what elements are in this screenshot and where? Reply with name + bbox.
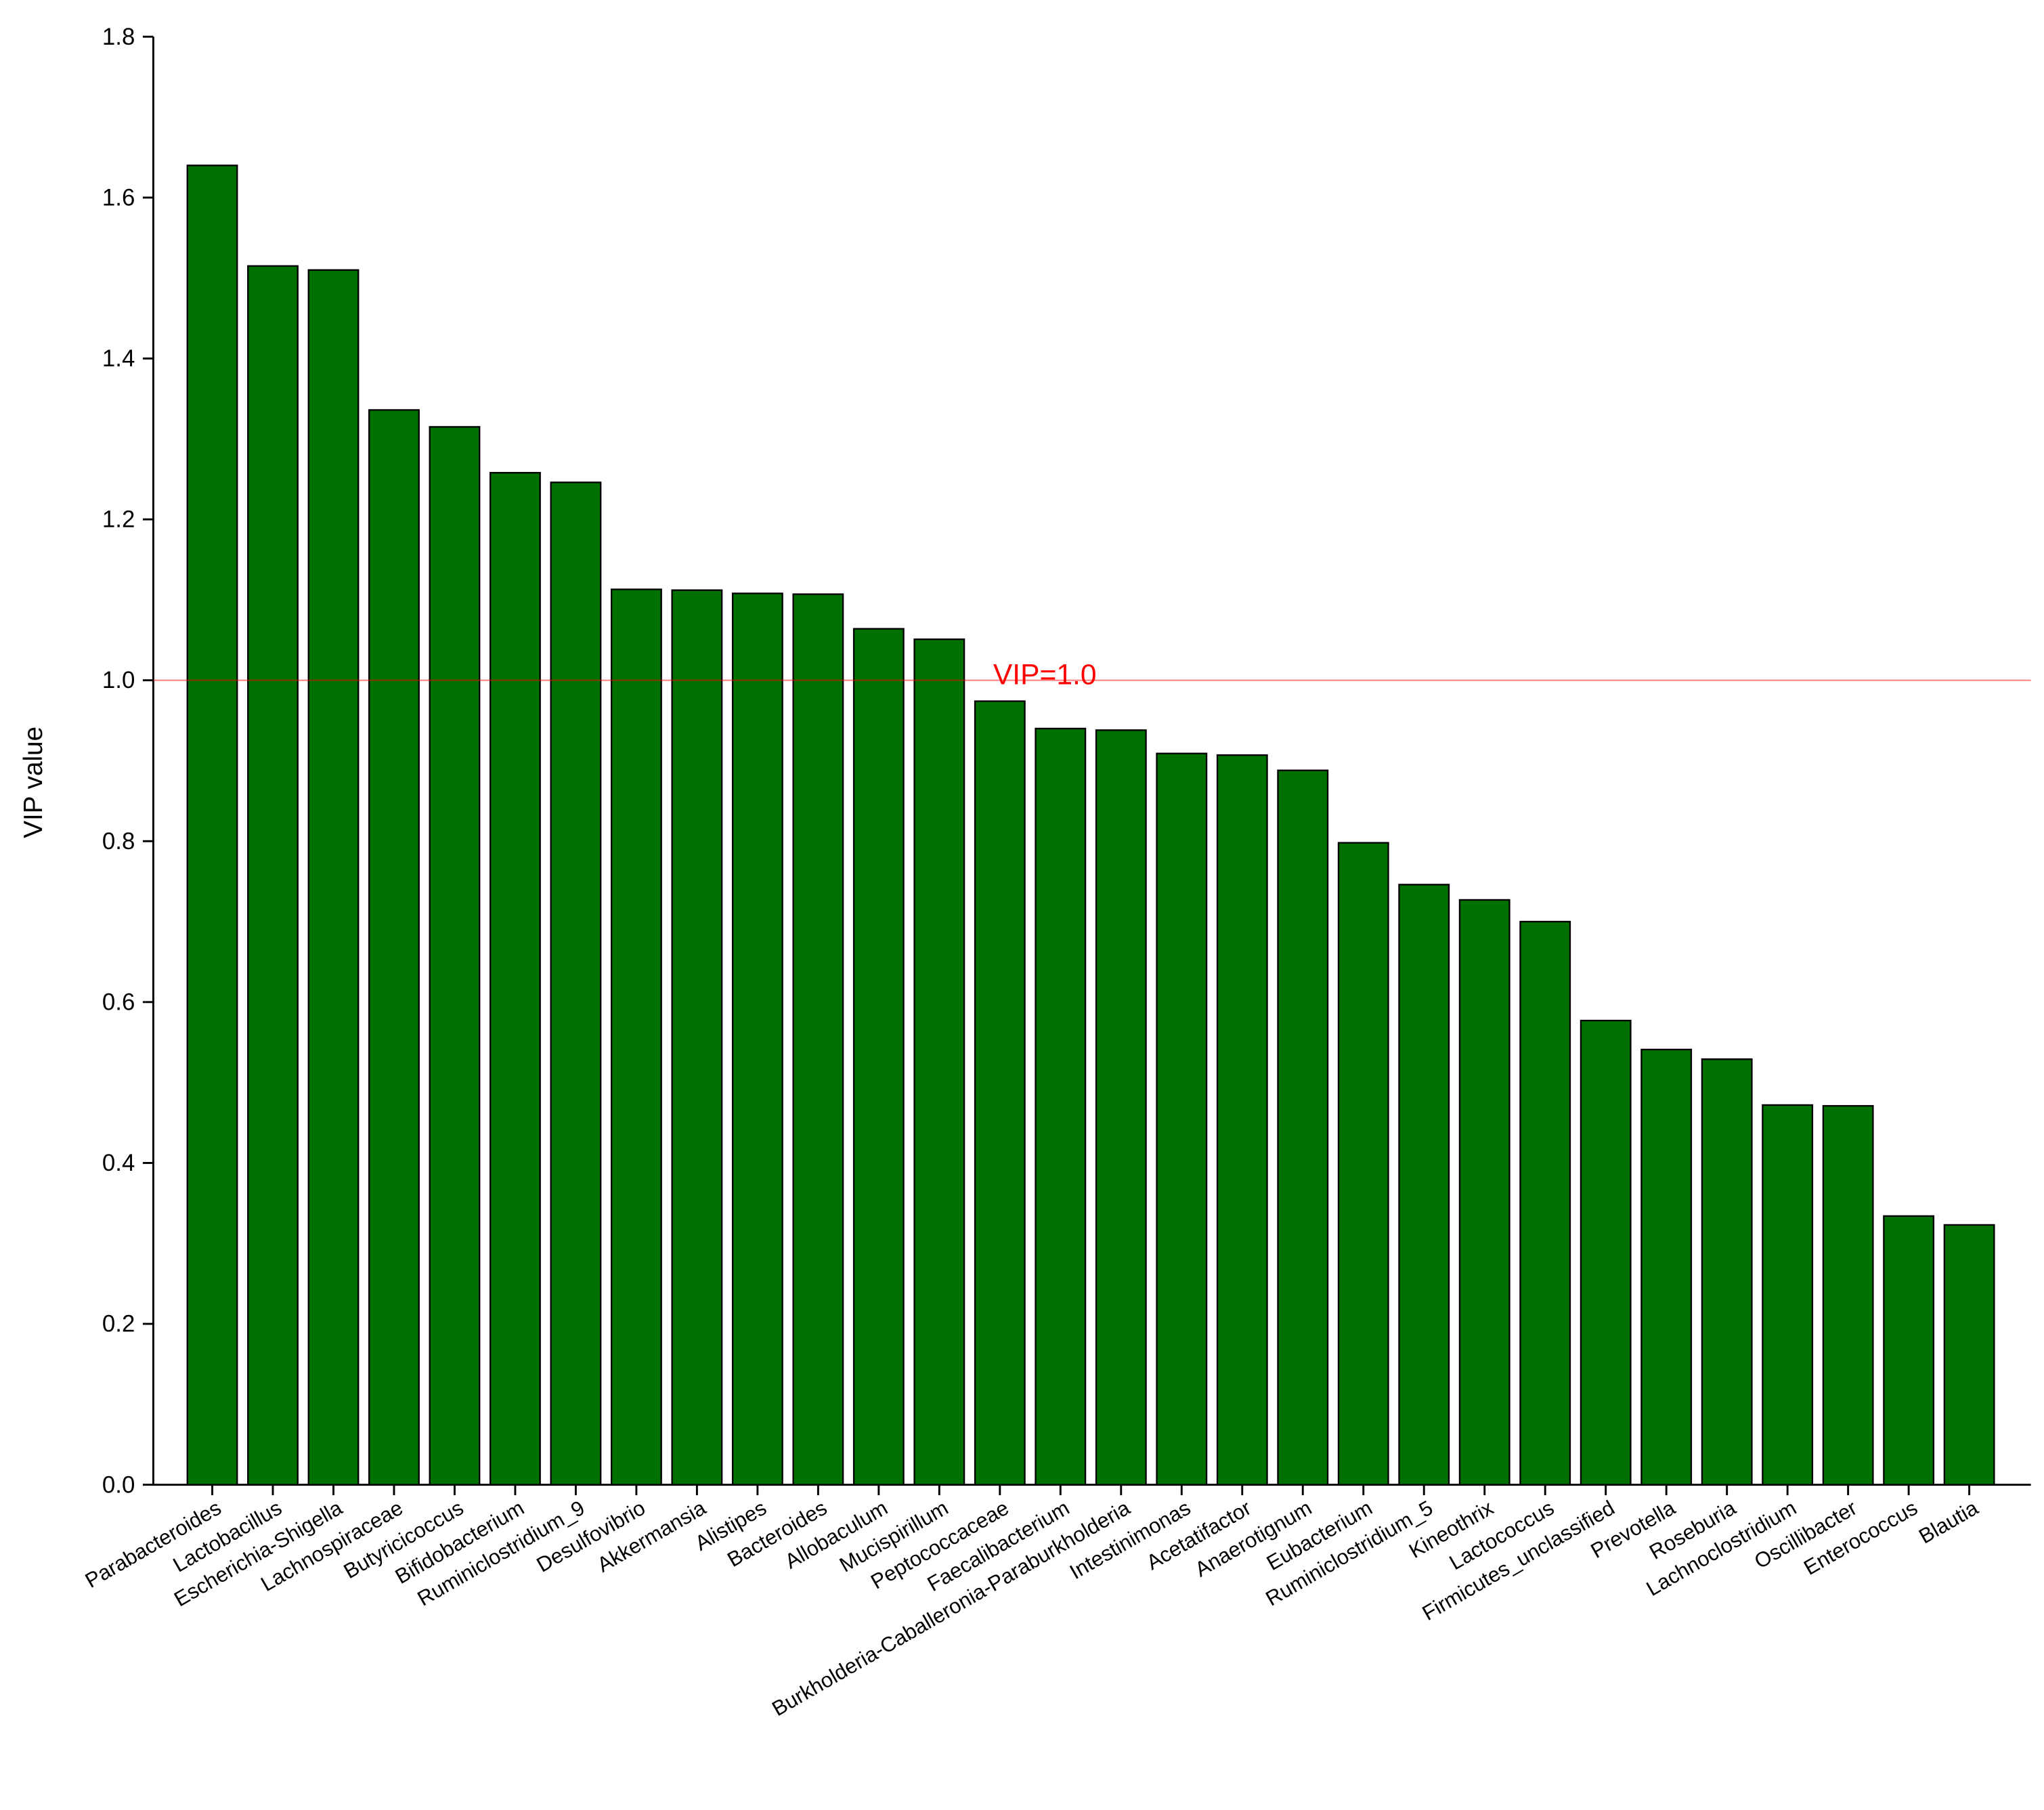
y-tick-label: 0.4 — [102, 1150, 135, 1176]
bar — [1580, 1020, 1632, 1486]
y-tick-label: 0.6 — [102, 989, 135, 1015]
y-tick-label: 1.8 — [102, 24, 135, 50]
bar — [186, 165, 238, 1486]
bar — [1822, 1104, 1874, 1486]
bar — [1640, 1048, 1693, 1486]
bar — [490, 471, 541, 1486]
bar — [1216, 754, 1268, 1486]
reference-label: VIP=1.0 — [993, 658, 1097, 691]
bar — [1762, 1104, 1814, 1486]
bar — [792, 593, 844, 1486]
y-tick-label: 1.4 — [102, 345, 135, 372]
bar — [974, 700, 1026, 1486]
bar — [852, 628, 905, 1486]
bar — [368, 409, 420, 1486]
bar — [1277, 769, 1329, 1486]
bar — [1701, 1058, 1753, 1486]
bar — [1883, 1215, 1935, 1486]
bar — [1519, 920, 1571, 1486]
x-tick-label: Blautia — [1915, 1496, 1982, 1549]
bar — [610, 588, 662, 1486]
bar — [1337, 842, 1389, 1486]
y-tick-label: 0.0 — [102, 1471, 135, 1498]
y-tick-label: 1.0 — [102, 667, 135, 693]
bar — [550, 481, 602, 1486]
bar — [1156, 752, 1208, 1486]
bar — [731, 592, 783, 1486]
bar — [1458, 899, 1510, 1486]
y-tick-label: 0.2 — [102, 1311, 135, 1337]
y-tick-label: 1.2 — [102, 507, 135, 533]
bar — [1398, 884, 1450, 1486]
y-tick-label: 0.8 — [102, 828, 135, 855]
bar — [1035, 727, 1087, 1486]
bar — [429, 426, 481, 1486]
bar — [671, 589, 723, 1486]
bar — [247, 265, 299, 1486]
bar — [1943, 1224, 1995, 1486]
y-tick-label: 1.6 — [102, 184, 135, 211]
bar — [913, 638, 965, 1486]
y-axis-title: VIP value — [19, 727, 48, 838]
bar — [307, 269, 360, 1486]
bar — [1095, 729, 1147, 1486]
